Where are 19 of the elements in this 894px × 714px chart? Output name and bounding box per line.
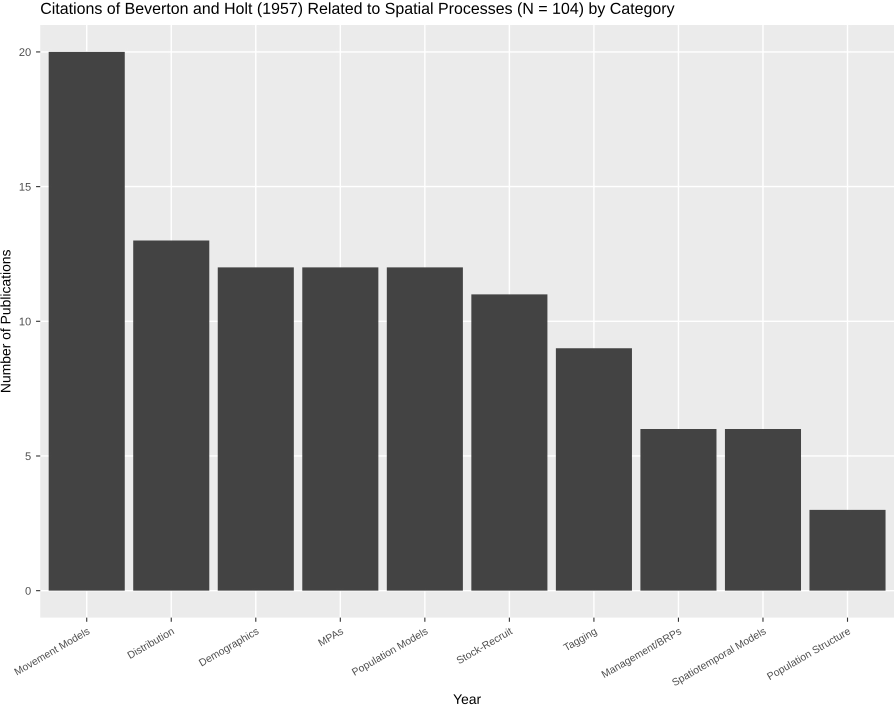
bar [48,52,125,591]
bar [302,267,378,591]
x-tick-label: MPAs [318,627,344,646]
bar [640,429,716,591]
y-tick-label: 10 [20,318,31,326]
y-tick-label: 15 [20,182,31,191]
bar [809,510,886,591]
x-axis-title: Year [453,694,481,704]
y-tick-label: 5 [25,452,31,460]
chart-title: Citations of Beverton and Holt (1957) Related to Spatial Processes (N = 104) by Category [41,2,675,18]
bar [471,294,548,591]
bar [133,240,210,591]
bar [724,429,802,591]
y-axis-title: Number of Publications [0,250,11,392]
y-tick-label: 20 [19,48,31,56]
bar [218,267,294,591]
bar [386,267,463,591]
bar [556,348,632,591]
y-tick-label: 0 [25,586,31,595]
